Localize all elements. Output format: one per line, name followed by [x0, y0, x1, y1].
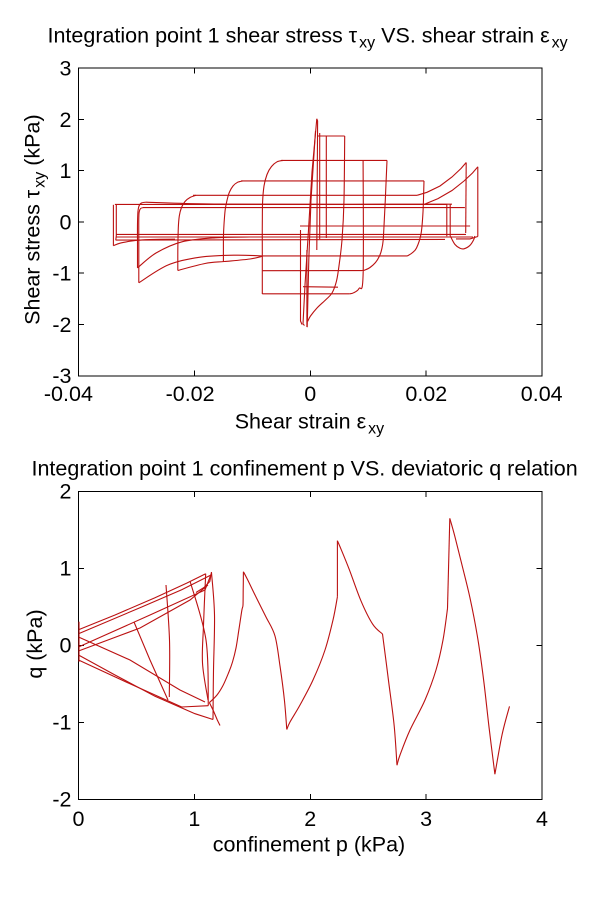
svg-text:1: 1	[60, 557, 72, 581]
svg-text:0: 0	[304, 382, 316, 406]
svg-text:Shear strain εxy: Shear strain ε xy	[235, 410, 384, 438]
svg-text:-2: -2	[52, 788, 71, 812]
svg-text:-1: -1	[52, 711, 71, 735]
svg-text:1: 1	[188, 807, 200, 831]
svg-text:-0.02: -0.02	[166, 382, 215, 406]
svg-text:3: 3	[420, 807, 432, 831]
svg-text:-3: -3	[52, 364, 71, 388]
svg-text:0: 0	[60, 210, 72, 234]
svg-text:confinement p (kPa): confinement p (kPa)	[213, 833, 405, 857]
svg-text:0.02: 0.02	[405, 382, 447, 406]
svg-text:2: 2	[60, 108, 72, 132]
svg-text:Integration point 1 shear stre: Integration point 1 shear stress τ xy VS.…	[48, 24, 568, 52]
svg-text:-0.04: -0.04	[44, 382, 93, 406]
svg-text:0: 0	[73, 807, 85, 831]
svg-text:-2: -2	[52, 313, 71, 337]
svg-text:Shear stress τxy (kPa): Shear stress τxy (kPa)	[21, 114, 49, 325]
svg-text:-1: -1	[52, 262, 71, 286]
svg-text:q (kPa): q (kPa)	[23, 609, 47, 678]
svg-text:4: 4	[536, 807, 548, 831]
svg-text:Integration point 1 confinemen: Integration point 1 confinement p VS. de…	[32, 457, 578, 481]
svg-text:0.04: 0.04	[521, 382, 563, 406]
svg-text:2: 2	[60, 480, 72, 504]
svg-text:3: 3	[60, 57, 72, 81]
svg-text:1: 1	[60, 159, 72, 183]
svg-text:2: 2	[304, 807, 316, 831]
svg-text:0: 0	[60, 634, 72, 658]
